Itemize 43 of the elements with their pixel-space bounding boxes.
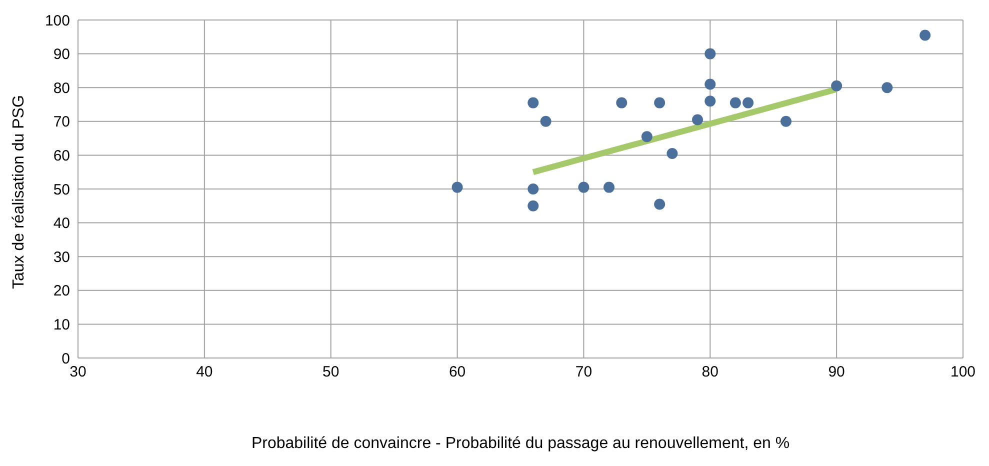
point <box>654 198 666 210</box>
y-tick-label: 60 <box>53 148 70 165</box>
x-tick-label: 50 <box>322 364 340 381</box>
point <box>704 48 716 60</box>
point <box>528 184 539 194</box>
point <box>616 97 628 108</box>
y-axis-title: Taux de réalisation du PSG <box>10 95 28 289</box>
point <box>730 97 741 108</box>
point <box>578 182 590 193</box>
point <box>831 80 842 92</box>
x-tick-label: 40 <box>196 364 213 381</box>
y-tick-label: 90 <box>53 46 70 64</box>
point <box>666 148 678 160</box>
y-tick-label: 30 <box>53 248 70 266</box>
point <box>540 116 552 127</box>
point <box>452 182 463 193</box>
y-tick-label: 40 <box>53 215 70 232</box>
y-tick-label: 70 <box>53 114 70 131</box>
y-tick-label: 50 <box>53 181 70 198</box>
point <box>528 97 539 108</box>
point <box>528 200 539 212</box>
point <box>780 116 792 127</box>
x-tick-label: 80 <box>702 364 718 381</box>
x-tick-label: 90 <box>828 364 845 381</box>
point <box>704 78 716 90</box>
point <box>704 96 716 107</box>
x-axis-title: Probabilité de convaincre - Probabilité du passage au renouvellement, en % <box>251 435 790 452</box>
point <box>641 131 652 142</box>
y-tick-label: 80 <box>53 80 70 97</box>
x-tick-label: 60 <box>448 364 466 381</box>
point <box>604 182 614 193</box>
point <box>654 97 666 108</box>
point <box>742 97 754 108</box>
x-tick-label: 70 <box>575 364 592 381</box>
y-tick-label: 20 <box>53 282 70 300</box>
x-tick-label: 30 <box>70 364 86 381</box>
y-tick-label: 10 <box>53 316 70 334</box>
y-tick-label: 0 <box>62 350 70 368</box>
point <box>920 30 931 41</box>
point <box>882 82 893 94</box>
x-tick-label: 100 <box>950 364 976 381</box>
y-tick-label: 100 <box>44 12 70 30</box>
point <box>692 114 703 126</box>
